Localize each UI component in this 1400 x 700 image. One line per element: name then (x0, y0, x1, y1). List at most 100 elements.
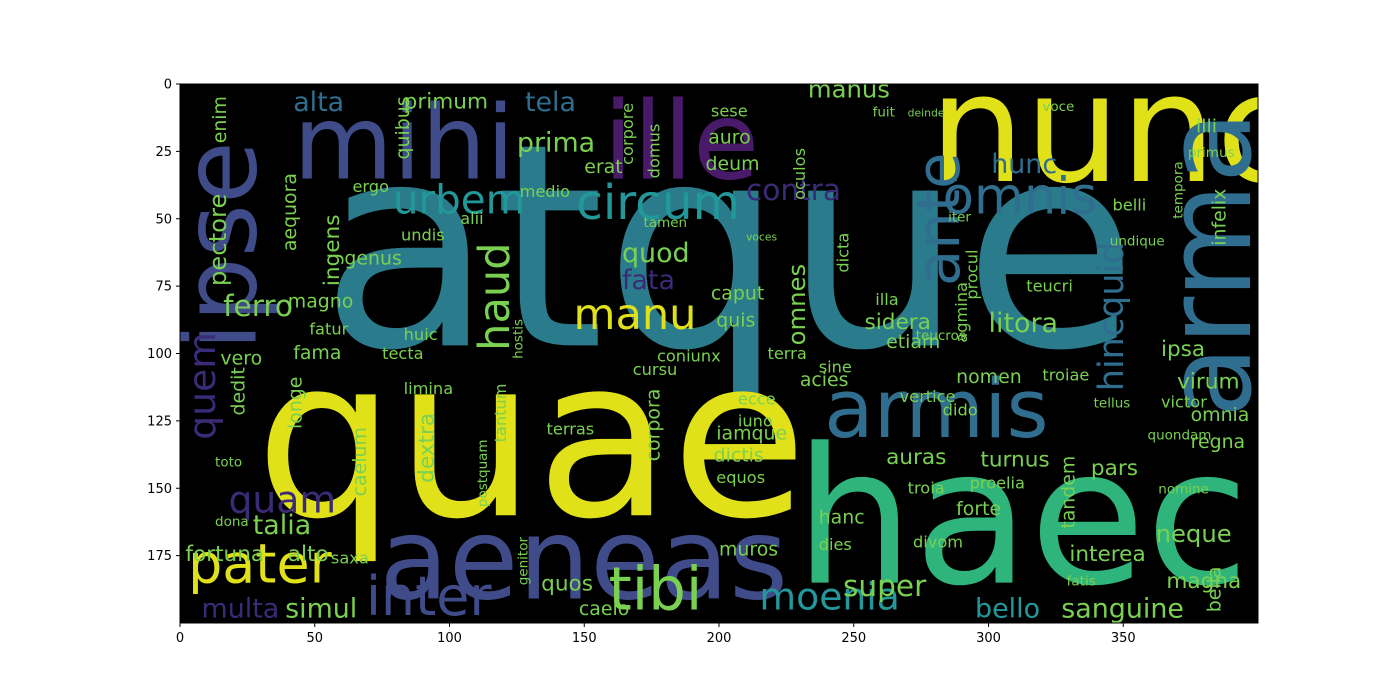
word-domus: domus (645, 124, 664, 179)
word-manu: manu (573, 290, 696, 340)
word-undique: undique (1110, 234, 1165, 250)
word-longe: longe (284, 377, 306, 429)
word-tela: tela (525, 87, 576, 118)
y-tick-label: 75 (155, 280, 172, 295)
word-genitor: genitor (516, 537, 532, 586)
word-corpore: corpore (618, 103, 637, 165)
word-saxa: saxa (331, 549, 369, 568)
word-magna: magna (1166, 569, 1241, 594)
x-tick-label: 50 (306, 631, 323, 646)
plot-background (180, 84, 1258, 623)
word-virum: virum (1177, 370, 1239, 395)
word-corpora: corpora (643, 389, 665, 462)
word-fuit: fuit (873, 104, 895, 120)
word-simul: simul (285, 594, 357, 625)
word-caelo: caelo (579, 598, 629, 620)
word-aequora: aequora (279, 173, 301, 251)
word-dies: dies (819, 535, 852, 554)
word-neque: neque (1156, 519, 1232, 548)
word-iuno: iuno (738, 411, 773, 430)
word-sese: sese (711, 101, 748, 120)
word-vertice: vertice (900, 387, 956, 406)
word-nomine: nomine (1158, 482, 1209, 498)
word-omnes: omnes (782, 264, 811, 346)
word-procul: procul (963, 249, 982, 299)
word-fatur: fatur (309, 320, 348, 339)
word-dona: dona (215, 514, 249, 530)
word-quam: quam (229, 478, 337, 522)
word-tamen: tamen (644, 215, 688, 231)
word-dido: dido (943, 400, 978, 419)
word-quem: quem (180, 332, 224, 440)
word-divom: divom (913, 533, 963, 552)
word-nomen: nomen (956, 366, 1022, 388)
word-super: super (843, 569, 927, 603)
word-tandem: tandem (1058, 456, 1080, 529)
word-huic: huic (404, 325, 438, 344)
word-auro: auro (708, 126, 750, 148)
word-oculos: oculos (790, 148, 809, 200)
word-primum: primum (404, 89, 488, 114)
word-infelix: infelix (1209, 189, 1231, 246)
y-tick-label: 175 (147, 549, 172, 564)
word-troia: troia (908, 479, 945, 498)
word-ipse: ipse (161, 141, 280, 351)
word-talia: talia (253, 510, 311, 541)
word-regna: regna (1191, 431, 1246, 453)
word-deinde: deinde (908, 106, 945, 119)
word-tibi: tibi (609, 555, 703, 624)
word-ante: ante (904, 152, 973, 286)
x-tick-label: 250 (841, 631, 866, 646)
y-tick-label: 25 (155, 145, 172, 160)
x-tick-label: 350 (1111, 631, 1136, 646)
word-prima: prima (517, 127, 595, 158)
word-caelum: caelum (349, 427, 371, 496)
word-omnia: omnia (1191, 404, 1250, 426)
word-quod: quod (622, 238, 690, 269)
word-teucros: teucros (916, 328, 966, 344)
word-bella: bella (1203, 567, 1225, 613)
word-quibus: quibus (392, 96, 414, 159)
word-genus: genus (344, 248, 401, 270)
word-ergo: ergo (352, 177, 389, 196)
word-alto: alto (288, 542, 329, 567)
word-illa: illa (875, 290, 898, 309)
word-iamque: iamque (716, 423, 787, 445)
word-hincquid: hincquid (1092, 242, 1132, 392)
word-toto: toto (215, 455, 242, 471)
word-pectore: pectore (203, 194, 232, 287)
word-quondam: quondam (1148, 428, 1212, 444)
word-iter: iter (948, 209, 971, 225)
word-magno: magno (288, 291, 354, 313)
word-quis: quis (716, 310, 755, 332)
word-quae: quae (255, 311, 807, 568)
word-fortuna: fortuna (185, 542, 264, 567)
x-axis: 0 50 100 150 200 250 300 350 (176, 623, 1136, 646)
word-pars: pars (1091, 456, 1138, 481)
word-sanguine: sanguine (1061, 594, 1184, 625)
word-pater: pater (188, 533, 333, 596)
word-auras: auras (886, 445, 946, 470)
word-mihi: mihi (293, 84, 515, 203)
word-sidera: sidera (865, 310, 931, 335)
word-tellus: tellus (1094, 395, 1131, 411)
word-belli: belli (1112, 196, 1146, 215)
word-hanc: hanc (819, 506, 865, 528)
word-coniunx: coniunx (657, 347, 721, 366)
word-postquam: postquam (475, 439, 491, 507)
word-terras: terras (547, 419, 595, 438)
word-tempora: tempora (1171, 161, 1187, 218)
x-tick-label: 300 (976, 631, 1001, 646)
word-haud: haud (470, 242, 520, 350)
word-teucri: teucri (1026, 277, 1073, 296)
word-dictis: dictis (714, 444, 764, 466)
x-tick-label: 0 (176, 631, 184, 646)
word-multa: multa (202, 594, 280, 625)
word-alii: alii (460, 209, 483, 228)
word-enim: enim (209, 96, 231, 143)
x-tick-label: 100 (437, 631, 462, 646)
word-voces: voces (746, 230, 778, 243)
word-etiam: etiam (886, 331, 940, 353)
